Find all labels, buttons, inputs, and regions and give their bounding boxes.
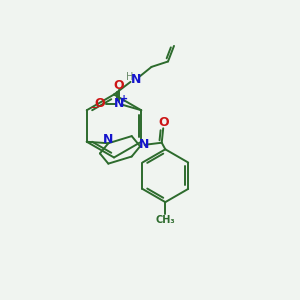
- Text: N: N: [139, 138, 149, 151]
- Text: O: O: [158, 116, 169, 129]
- Text: N: N: [131, 73, 141, 86]
- Text: CH₃: CH₃: [155, 214, 175, 224]
- Text: +: +: [120, 94, 128, 104]
- Text: O: O: [94, 97, 105, 110]
- Text: H: H: [126, 71, 134, 82]
- Text: O: O: [114, 79, 124, 92]
- Text: N: N: [114, 97, 124, 110]
- Text: −: −: [90, 103, 100, 113]
- Text: N: N: [103, 133, 113, 146]
